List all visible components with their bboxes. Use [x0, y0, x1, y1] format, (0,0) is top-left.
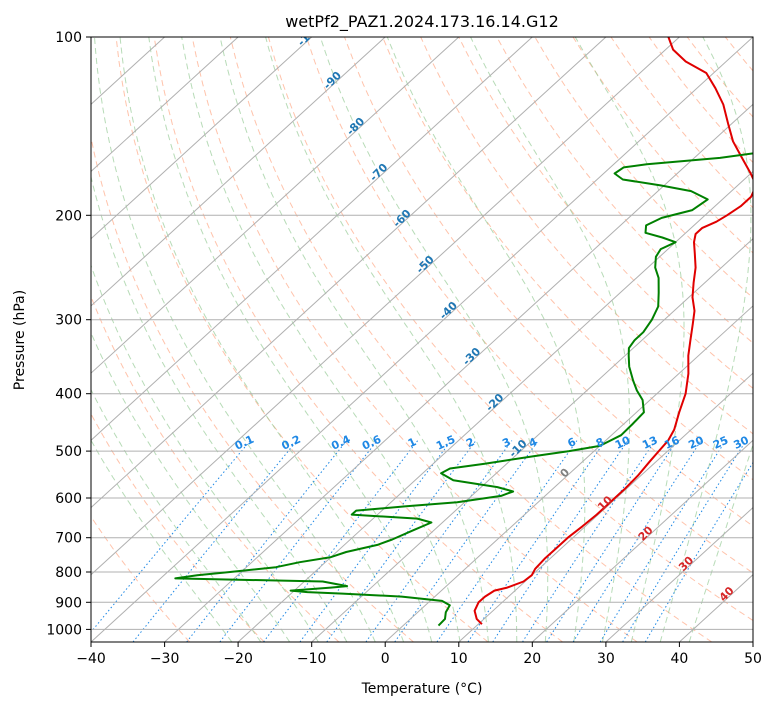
mixing-ratio-label: 13 — [640, 434, 659, 452]
x-tick-label: 30 — [597, 651, 615, 667]
moist-adiabat — [148, 37, 433, 642]
isotherm-line — [164, 103, 753, 642]
mixing-ratio-label: 20 — [686, 433, 706, 451]
y-tick-label: 700 — [55, 531, 82, 547]
y-tick-label: 300 — [55, 313, 82, 329]
x-tick-label: −30 — [150, 651, 180, 667]
isotherm-line — [91, 37, 753, 642]
isotherm-label: -100 — [295, 20, 324, 49]
moist-adiabat — [219, 37, 489, 642]
moist-adiabat — [265, 37, 518, 642]
mixing-ratio-line — [365, 440, 513, 642]
isotherm-line — [91, 37, 386, 307]
isotherm-line — [237, 170, 753, 642]
x-tick-label: 0 — [381, 651, 390, 667]
y-tick-label: 500 — [55, 444, 82, 460]
x-tick-label: 50 — [744, 651, 762, 667]
mixing-ratio-line — [91, 440, 251, 633]
mixing-ratio-label: 10 — [613, 433, 633, 451]
moist-adiabat — [319, 37, 549, 642]
y-tick-label: 100 — [55, 30, 82, 46]
profile-lines — [174, 37, 753, 627]
moist-adiabat — [574, 37, 685, 642]
moist-adiabat — [181, 37, 461, 642]
x-tick-label: −20 — [223, 651, 253, 667]
mixing-ratio-label: 30 — [732, 433, 752, 451]
x-tick-label: −10 — [297, 651, 327, 667]
mixing-ratio-line — [436, 440, 578, 642]
moist-adiabat — [470, 37, 630, 642]
x-tick-label: 40 — [670, 651, 688, 667]
isotherm-line — [91, 37, 313, 240]
x-tick-label: 10 — [450, 651, 468, 667]
moist-adiabat — [386, 37, 586, 642]
y-tick-label: 400 — [55, 387, 82, 403]
moist-adiabat — [91, 388, 262, 642]
moist-adiabat — [91, 331, 291, 642]
moist-adiabat — [119, 37, 405, 642]
isotherm-line — [91, 37, 460, 374]
y-tick-label: 900 — [55, 595, 82, 611]
x-axis: −40 −30 −20 −10 0 10 20 30 40 50 — [76, 642, 762, 667]
x-axis-label: Temperature (°C) — [361, 681, 483, 697]
dry-adiabat — [534, 37, 753, 299]
dry-adiabat — [91, 135, 414, 642]
moist-adiabat — [688, 442, 753, 642]
isotherm-line — [91, 37, 680, 576]
y-tick-label: 200 — [55, 208, 82, 224]
isotherm-line — [384, 305, 753, 642]
isotherm-line — [311, 238, 753, 642]
isotherm-line — [91, 37, 607, 509]
mixing-ratio-line — [467, 440, 606, 642]
y-tick-label: 600 — [55, 491, 82, 507]
moist-adiabat — [94, 37, 376, 642]
mixing-ratio-line — [326, 440, 477, 642]
moist-adiabat — [91, 264, 319, 642]
dry-adiabat — [91, 412, 265, 642]
mixing-ratio-line — [622, 440, 747, 642]
grid-lines — [91, 37, 753, 642]
series-line-0 — [473, 37, 753, 625]
dry-adiabat — [344, 37, 753, 527]
isotherm-line — [91, 37, 533, 441]
mixing-ratio-line — [522, 440, 656, 642]
isotherm-line — [531, 439, 753, 642]
plot-frame — [90, 36, 754, 643]
dry-adiabat — [496, 37, 753, 344]
chart-title: wetPf2_PAZ1.2024.173.16.14.G12 — [285, 12, 559, 32]
mixing-ratio-line — [219, 440, 378, 642]
dry-adiabat — [382, 37, 753, 481]
y-tick-label: 800 — [55, 565, 82, 581]
mixing-ratio-line — [132, 440, 298, 642]
mixing-ratio-label: 16 — [662, 433, 682, 451]
isotherm-line — [605, 506, 753, 642]
dry-adiabat — [191, 37, 638, 642]
series-line-1 — [174, 152, 753, 627]
x-tick-label: −40 — [76, 651, 106, 667]
x-tick-label: 20 — [523, 651, 541, 667]
dry-adiabat — [305, 37, 753, 574]
dry-adiabat — [267, 37, 753, 622]
mixing-ratio-line — [492, 440, 629, 642]
y-axis-label: Pressure (hPa) — [12, 290, 28, 390]
moist-adiabat — [91, 439, 233, 642]
mixing-ratio-line — [599, 440, 727, 642]
dry-adiabat — [91, 515, 191, 642]
moist-adiabat — [659, 37, 752, 642]
isotherm-line — [458, 372, 753, 642]
mixing-ratio-line — [546, 440, 678, 642]
mixing-ratio-label: 25 — [711, 434, 730, 452]
mixing-ratio-line — [644, 461, 753, 642]
dry-adiabat — [153, 37, 563, 642]
y-tick-label: 1000 — [46, 622, 82, 638]
isotherm-line — [91, 37, 239, 173]
mixing-ratio-line — [572, 440, 702, 642]
y-axis: 100 200 300 400 500 600 700 800 900 1000 — [46, 30, 91, 638]
